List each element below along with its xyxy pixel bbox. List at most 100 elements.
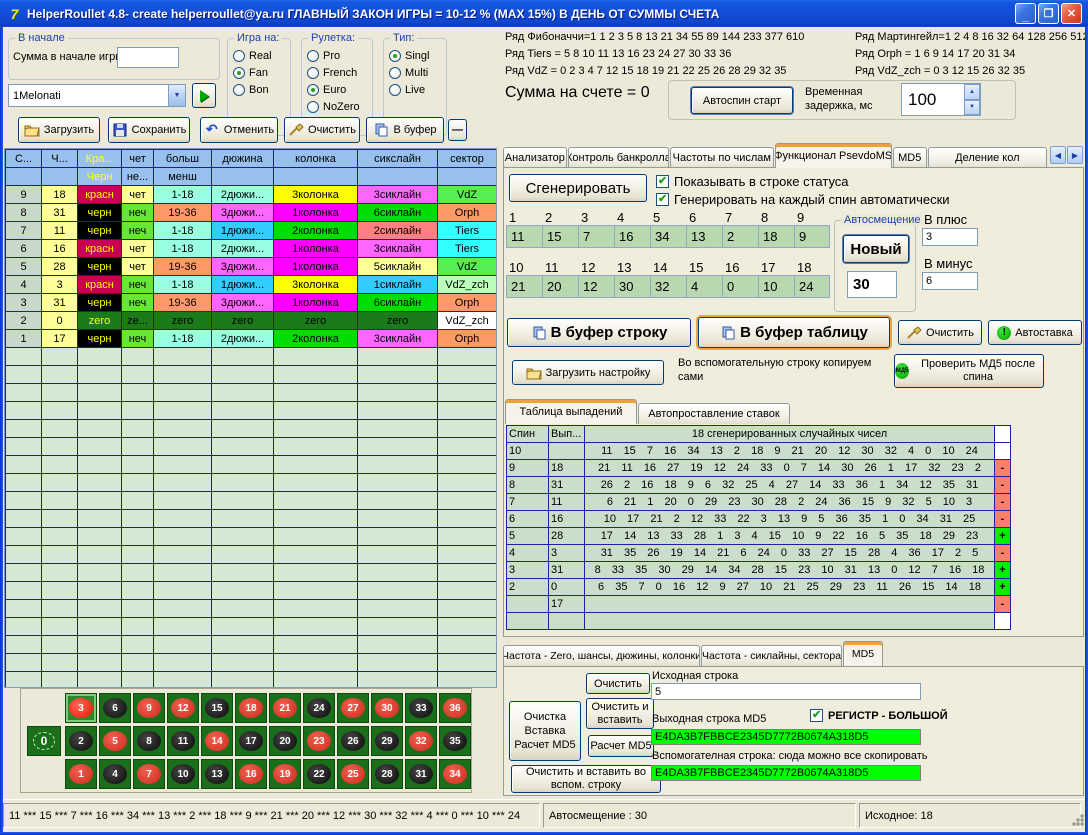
aux-string-value[interactable]: E4DA3B7FBBCE2345D7772B0674A318D5 xyxy=(651,765,921,781)
radio-option-live[interactable]: Live xyxy=(389,81,442,98)
md5-clear-insert-button[interactable]: Очистить и вставить xyxy=(586,698,654,729)
delay-spinner[interactable]: 100 ▲ ▼ xyxy=(901,83,981,116)
roulette-cell-22[interactable]: 22 xyxy=(303,759,335,789)
maximize-button[interactable]: ❐ xyxy=(1038,3,1059,24)
roulette-cell-11[interactable]: 11 xyxy=(167,726,199,756)
collapse-button[interactable]: — xyxy=(448,119,467,141)
md5-calc-button[interactable]: Расчет MD5 xyxy=(588,735,654,757)
roulette-cell-5[interactable]: 5 xyxy=(99,726,131,756)
generate-button[interactable]: Сгенерировать xyxy=(509,174,647,202)
roulette-cell-15[interactable]: 15 xyxy=(201,693,233,723)
roulette-cell-23[interactable]: 23 xyxy=(303,726,335,756)
radio-option-pro[interactable]: Pro xyxy=(307,47,368,64)
radio-option-bon[interactable]: Bon xyxy=(233,81,286,98)
roulette-cell-14[interactable]: 14 xyxy=(201,726,233,756)
resize-grip[interactable] xyxy=(1072,814,1084,826)
freq-tab-1[interactable]: Частота - сиклайны, сектора xyxy=(701,645,842,666)
roulette-cell-35[interactable]: 35 xyxy=(439,726,471,756)
radio-option-singl[interactable]: Singl xyxy=(389,47,442,64)
chevron-down-icon[interactable]: ▼ xyxy=(168,85,185,106)
spins-tab-0[interactable]: Таблица выпадений xyxy=(505,399,637,424)
tab-scroll-right-icon[interactable]: ▶ xyxy=(1067,146,1083,164)
buffer-table-button[interactable]: В буфер таблицу xyxy=(698,317,890,348)
main-tab-3[interactable]: Функционал PsevdoMS xyxy=(774,143,892,168)
roulette-cell-8[interactable]: 8 xyxy=(133,726,165,756)
preset-combobox[interactable]: 1Melonati ▼ xyxy=(8,84,186,107)
roulette-cell-28[interactable]: 28 xyxy=(371,759,403,789)
minus-input[interactable] xyxy=(922,272,978,290)
main-tab-1[interactable]: Контроль банкролла xyxy=(567,147,670,168)
roulette-cell-6[interactable]: 6 xyxy=(99,693,131,723)
roulette-cell-24[interactable]: 24 xyxy=(303,693,335,723)
close-button[interactable]: ✕ xyxy=(1061,3,1082,24)
roulette-cell-7[interactable]: 7 xyxy=(133,759,165,789)
autoshift-value[interactable]: 30 xyxy=(847,271,897,298)
roulette-cell-31[interactable]: 31 xyxy=(405,759,437,789)
roulette-cell-2[interactable]: 2 xyxy=(65,726,97,756)
roulette-cell-26[interactable]: 26 xyxy=(337,726,369,756)
radio-option-real[interactable]: Real xyxy=(233,47,286,64)
radio-option-multi[interactable]: Multi xyxy=(389,64,442,81)
undo-button[interactable]: ↶ Отменить xyxy=(200,117,278,143)
load-button[interactable]: Загрузить xyxy=(18,117,100,143)
main-tab-0[interactable]: Анализатор xyxy=(503,147,567,168)
roulette-cell-13[interactable]: 13 xyxy=(201,759,233,789)
radio-option-nozero[interactable]: NoZero xyxy=(307,98,368,115)
main-tab-4[interactable]: MD5 xyxy=(892,147,927,168)
plus-input[interactable] xyxy=(922,228,978,246)
play-button[interactable] xyxy=(192,83,216,108)
uppercase-checkbox[interactable]: РЕГИСТР - БОЛЬШОЙ xyxy=(810,708,948,722)
new-button[interactable]: Новый xyxy=(843,235,909,263)
save-label: Сохранить xyxy=(131,124,187,136)
roulette-cell-27[interactable]: 27 xyxy=(337,693,369,723)
check-md5-button[interactable]: МД5 Проверить МД5 после спина xyxy=(894,354,1044,388)
roulette-cell-36[interactable]: 36 xyxy=(439,693,471,723)
minimize-button[interactable]: _ xyxy=(1015,3,1036,24)
load-settings-button[interactable]: Загрузить настройку xyxy=(512,360,664,385)
clear-button[interactable]: Очистить xyxy=(284,117,360,143)
tab-scroll-left-icon[interactable]: ◀ xyxy=(1050,146,1066,164)
roulette-cell-9[interactable]: 9 xyxy=(133,693,165,723)
roulette-cell-17[interactable]: 17 xyxy=(235,726,267,756)
roulette-cell-29[interactable]: 29 xyxy=(371,726,403,756)
autospin-start-button[interactable]: Автоспин старт xyxy=(691,87,793,114)
roulette-cell-4[interactable]: 4 xyxy=(99,759,131,789)
radio-option-euro[interactable]: Euro xyxy=(307,81,368,98)
roulette-cell-25[interactable]: 25 xyxy=(337,759,369,789)
autobet-button[interactable]: ! Автоставка xyxy=(988,320,1082,345)
roulette-cell-3[interactable]: 3 xyxy=(65,693,97,723)
md5-all-in-one-button[interactable]: Очистка Вставка Расчет MD5 xyxy=(509,701,581,761)
roulette-cell-34[interactable]: 34 xyxy=(439,759,471,789)
radio-option-french[interactable]: French xyxy=(307,64,368,81)
main-tab-5[interactable]: Деление кол xyxy=(927,147,1047,168)
source-string-input[interactable] xyxy=(651,683,921,700)
md5-clear-insert-aux-button[interactable]: Очистить и вставить во вспом. строку xyxy=(511,765,661,793)
start-sum-input[interactable] xyxy=(117,47,179,68)
roulette-cell-18[interactable]: 18 xyxy=(235,693,267,723)
copy-to-clipboard-button[interactable]: В буфер xyxy=(366,117,444,143)
roulette-zero-cell[interactable]: 0 xyxy=(27,726,61,756)
spins-tab-1[interactable]: Автопроставление ставок xyxy=(638,403,790,424)
md5-clear-button[interactable]: Очистить xyxy=(586,673,650,694)
spinner-down-icon[interactable]: ▼ xyxy=(964,99,980,115)
main-tab-2[interactable]: Частоты по числам xyxy=(670,147,774,168)
clear-gen-button[interactable]: Очистить xyxy=(898,320,982,345)
roulette-cell-19[interactable]: 19 xyxy=(269,759,301,789)
roulette-cell-12[interactable]: 12 xyxy=(167,693,199,723)
roulette-cell-30[interactable]: 30 xyxy=(371,693,403,723)
show-in-status-checkbox[interactable]: Показывать в строке статуса xyxy=(656,174,849,189)
freq-tab-2[interactable]: MD5 xyxy=(843,641,883,666)
roulette-cell-1[interactable]: 1 xyxy=(65,759,97,789)
roulette-cell-16[interactable]: 16 xyxy=(235,759,267,789)
buffer-row-button[interactable]: В буфер строку xyxy=(507,318,691,347)
roulette-cell-21[interactable]: 21 xyxy=(269,693,301,723)
spinner-up-icon[interactable]: ▲ xyxy=(964,84,980,100)
generate-each-spin-checkbox[interactable]: Генерировать на каждый спин автоматическ… xyxy=(656,192,950,207)
roulette-cell-33[interactable]: 33 xyxy=(405,693,437,723)
radio-option-fan[interactable]: Fan xyxy=(233,64,286,81)
roulette-cell-10[interactable]: 10 xyxy=(167,759,199,789)
roulette-cell-20[interactable]: 20 xyxy=(269,726,301,756)
save-button[interactable]: Сохранить xyxy=(108,117,190,143)
roulette-cell-32[interactable]: 32 xyxy=(405,726,437,756)
freq-tab-0[interactable]: Частота - Zero, шансы, дюжины, колонки xyxy=(503,645,700,666)
